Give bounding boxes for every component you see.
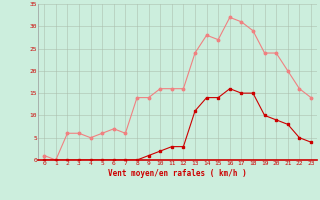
X-axis label: Vent moyen/en rafales ( km/h ): Vent moyen/en rafales ( km/h ) (108, 169, 247, 178)
